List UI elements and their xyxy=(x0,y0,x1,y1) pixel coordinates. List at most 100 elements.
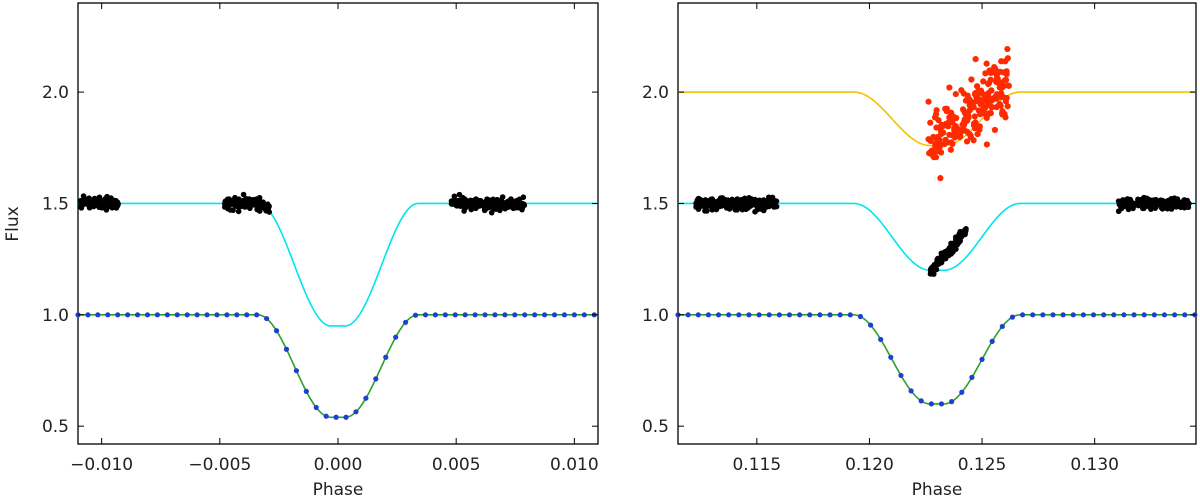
right-observed-point xyxy=(704,208,710,214)
right-model-point xyxy=(938,401,945,407)
left-observed-point xyxy=(240,191,247,198)
left-model-point xyxy=(373,376,379,382)
right-model-point xyxy=(1141,312,1147,318)
left-observed-point xyxy=(488,209,495,216)
right-y-tick-label: 1.0 xyxy=(642,306,669,326)
right-observed-point xyxy=(984,110,992,117)
right-model-point xyxy=(746,312,752,318)
right-model-point xyxy=(857,313,864,320)
left-model-point xyxy=(194,312,200,318)
left-model-point xyxy=(482,312,488,318)
left-y-tick-label: 1.5 xyxy=(42,194,69,214)
right-observed-point xyxy=(931,114,939,121)
right-observed-point xyxy=(949,140,956,147)
right-observed-point xyxy=(925,98,932,105)
left-observed-point xyxy=(477,201,484,208)
left-model-point xyxy=(293,368,299,374)
right-observed-point xyxy=(1169,196,1176,203)
left-model-point xyxy=(333,414,339,420)
right-observed-point xyxy=(998,58,1005,65)
right-observed-point xyxy=(926,150,933,157)
left-panel: −0.010 −0.005 0.000 0.005 0.0100.51.01.52.0 … xyxy=(3,2,599,500)
right-model-point xyxy=(766,312,772,318)
right-y-tick-label: 0.5 xyxy=(642,417,669,437)
right-observed-point xyxy=(726,202,733,209)
left-observed-point xyxy=(512,201,518,208)
left-y-tick-label: 2.0 xyxy=(42,83,69,103)
left-model-point xyxy=(571,312,577,318)
right-model-point xyxy=(1161,312,1168,318)
right-observed-point xyxy=(983,60,990,67)
right-observed-point xyxy=(974,131,981,138)
right-observed-point xyxy=(719,203,725,209)
right-model-point xyxy=(979,356,985,362)
right-marks xyxy=(675,45,1198,407)
left-observed-point xyxy=(263,208,269,214)
right-observed-point xyxy=(769,200,776,206)
right-observed-point xyxy=(948,240,954,247)
right-model-point xyxy=(1172,312,1178,318)
right-model-point xyxy=(1050,312,1056,318)
right-observed-point xyxy=(962,231,968,238)
left-marks xyxy=(75,191,598,420)
right-observed-point xyxy=(941,251,947,257)
right-observed-point xyxy=(961,116,968,123)
right-observed-point xyxy=(946,84,953,91)
right-model-point xyxy=(867,322,874,328)
right-model-point xyxy=(715,312,722,318)
left-model-point xyxy=(383,354,389,360)
left-observed-point xyxy=(246,198,252,205)
left-model-point xyxy=(541,312,548,318)
right-model-point xyxy=(1111,312,1117,318)
right-model-point xyxy=(1090,312,1097,318)
right-x-axis-label: Phase xyxy=(912,480,963,500)
right-observed-point xyxy=(963,138,971,145)
right-observed-point xyxy=(1003,94,1010,102)
left-model-point xyxy=(303,388,309,394)
right-model-point xyxy=(1131,312,1137,318)
right-y-tick-label: 2.0 xyxy=(642,83,669,103)
right-observed-point xyxy=(955,129,962,137)
left-observed-point xyxy=(107,203,113,210)
left-observed-point xyxy=(456,197,463,204)
left-model-point xyxy=(144,312,151,318)
right-observed-point xyxy=(970,99,977,106)
right-observed-point xyxy=(933,148,941,155)
left-model-point xyxy=(164,312,170,318)
right-axes: 0.115 0.120 0.125 0.130 0.5 1.0 1.5 2.0 xyxy=(642,3,1196,475)
left-observed-point xyxy=(461,208,467,214)
left-model-point xyxy=(134,312,141,318)
right-observed-point xyxy=(927,119,934,126)
right-observed-point xyxy=(936,255,943,262)
left-observed-point xyxy=(493,200,500,207)
left-observed-point xyxy=(255,198,262,205)
left-observed-point xyxy=(233,199,240,206)
right-observed-point xyxy=(1163,198,1170,205)
right-observed-point xyxy=(971,113,978,120)
right-observed-point xyxy=(1129,203,1135,209)
right-observed-point xyxy=(944,120,951,127)
right-observed-point xyxy=(980,78,987,85)
right-model-point xyxy=(898,372,904,379)
left-observed-point xyxy=(90,203,96,210)
right-model-line-4 xyxy=(678,314,1196,405)
right-observed-point xyxy=(964,128,971,135)
right-model-point xyxy=(918,398,924,404)
left-x-tick-label: 0.010 xyxy=(550,455,599,475)
right-observed-point xyxy=(1004,45,1011,53)
left-model-point xyxy=(422,312,429,318)
right-observed-point xyxy=(1158,199,1165,205)
left-model-point xyxy=(125,312,131,318)
right-observed-point xyxy=(928,267,935,274)
right-observed-point xyxy=(733,199,739,205)
right-model-point xyxy=(908,388,914,394)
right-model-point xyxy=(999,323,1005,330)
right-model-point xyxy=(1080,312,1086,318)
left-observed-point xyxy=(230,207,236,214)
right-observed-point xyxy=(925,136,932,143)
left-model-point xyxy=(363,395,369,401)
right-model-point xyxy=(837,312,843,318)
left-model-point xyxy=(115,312,121,318)
left-observed-point xyxy=(110,197,117,204)
left-model-point xyxy=(234,312,240,318)
